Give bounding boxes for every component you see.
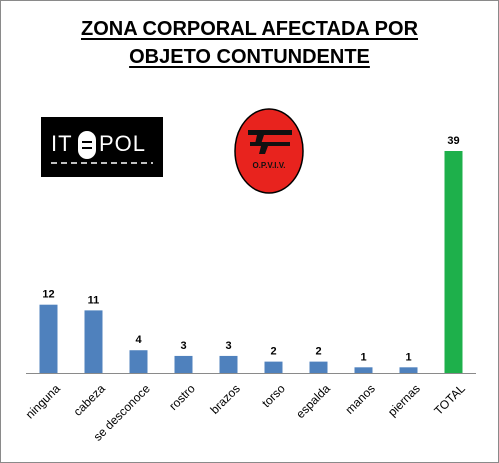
data-labels-group: 12 114 3 3 2 2 1 139	[42, 135, 459, 363]
bar-ninguna	[39, 304, 58, 373]
category-label: espalda	[293, 381, 333, 421]
bars-group	[39, 151, 463, 373]
bar-piernas	[399, 367, 418, 373]
data-label: 1	[360, 351, 366, 363]
category-label: rostro	[166, 381, 198, 413]
category-label: cabeza	[71, 381, 108, 418]
itepol-logo-background	[41, 117, 163, 177]
data-label: 4	[135, 334, 142, 346]
category-label: ninguna	[23, 381, 63, 421]
data-label: 39	[447, 135, 459, 147]
category-label: TOTAL	[431, 381, 468, 418]
bar-se-desconoce	[129, 350, 148, 373]
title-line-1: ZONA CORPORAL AFECTADA POR	[80, 18, 419, 40]
bar-cabeza	[84, 310, 103, 373]
bar-rostro	[174, 355, 193, 373]
pistol-icon-2	[250, 142, 290, 154]
itepol-logo: IT POL	[41, 117, 163, 177]
data-label: 3	[180, 340, 186, 352]
opviv-logo-text: O.P.V.I.V.	[252, 161, 285, 170]
data-label: 2	[270, 346, 276, 358]
bar-brazos	[219, 355, 238, 373]
category-label: torso	[259, 381, 288, 410]
data-label: 3	[225, 340, 231, 352]
category-label: brazos	[207, 381, 242, 416]
svg-text:IT: IT	[51, 131, 73, 156]
data-label: 11	[88, 294, 100, 306]
category-label: manos	[342, 381, 377, 416]
data-label: 1	[405, 351, 411, 363]
bar-manos	[354, 367, 373, 373]
bar-total	[444, 151, 463, 373]
category-label: piernas	[385, 381, 423, 419]
svg-text:POL: POL	[99, 131, 146, 156]
bar-torso	[264, 361, 283, 373]
chart-title: ZONA CORPORAL AFECTADA POR OBJETO CONTUN…	[1, 15, 498, 71]
opviv-logo: O.P.V.I.V.	[234, 108, 304, 194]
pistol-icon	[248, 130, 292, 144]
title-line-2: OBJETO CONTUNDENTE	[129, 46, 370, 68]
bar-espalda	[309, 361, 328, 373]
data-label: 12	[42, 289, 54, 301]
data-label: 2	[315, 346, 321, 358]
